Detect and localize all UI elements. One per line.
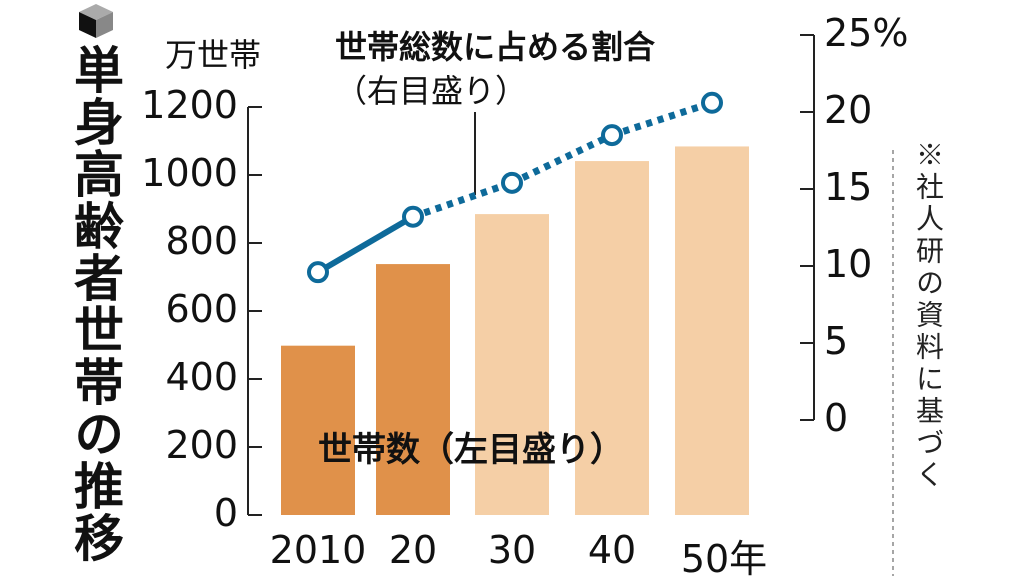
line-legend-sub: （右目盛り） bbox=[335, 72, 528, 110]
left-tick-label: 800 bbox=[165, 219, 238, 263]
left-axis-unit: 万世帯 bbox=[165, 36, 262, 74]
point-50年 bbox=[701, 91, 723, 114]
right-tick-label: 0 bbox=[824, 396, 849, 440]
line-legend: 世帯総数に占める割合 bbox=[335, 28, 656, 66]
left-tick-label: 600 bbox=[165, 287, 238, 331]
point-2010 bbox=[307, 261, 329, 284]
right-tick-label: 15 bbox=[824, 165, 873, 209]
left-tick-label: 0 bbox=[213, 491, 238, 535]
left-tick-label: 1000 bbox=[141, 151, 238, 195]
right-tick-label: 20 bbox=[824, 88, 873, 132]
bar-2010 bbox=[281, 345, 355, 515]
x-tick-label: 20 bbox=[388, 528, 438, 572]
left-tick-label: 400 bbox=[165, 355, 238, 399]
chart-title: 単身高齢者世帯の推移 bbox=[66, 44, 124, 564]
x-tick-label: 50年 bbox=[680, 537, 768, 576]
source-note: ※社人研の資料に基づく bbox=[912, 140, 945, 492]
right-tick-label: 10 bbox=[824, 242, 873, 286]
left-tick-label: 1200 bbox=[141, 83, 238, 127]
x-tick-label: 40 bbox=[587, 528, 637, 572]
bar-30 bbox=[475, 214, 549, 515]
point-40 bbox=[601, 124, 623, 147]
x-tick-label: 2010 bbox=[269, 528, 367, 572]
left-tick-label: 200 bbox=[165, 423, 238, 467]
point-30 bbox=[501, 171, 523, 194]
bar-legend: 世帯数（左目盛り） bbox=[318, 430, 624, 470]
right-tick-label: 5 bbox=[824, 319, 849, 363]
bar-40 bbox=[575, 161, 649, 515]
right-tick-label: 25% bbox=[824, 11, 909, 55]
bar-20 bbox=[376, 264, 450, 515]
bar-50年 bbox=[675, 146, 749, 515]
x-tick-label: 30 bbox=[487, 528, 537, 572]
line-segment bbox=[316, 214, 415, 275]
point-20 bbox=[402, 205, 424, 228]
line-segment bbox=[411, 179, 514, 221]
line-segment bbox=[610, 99, 714, 139]
